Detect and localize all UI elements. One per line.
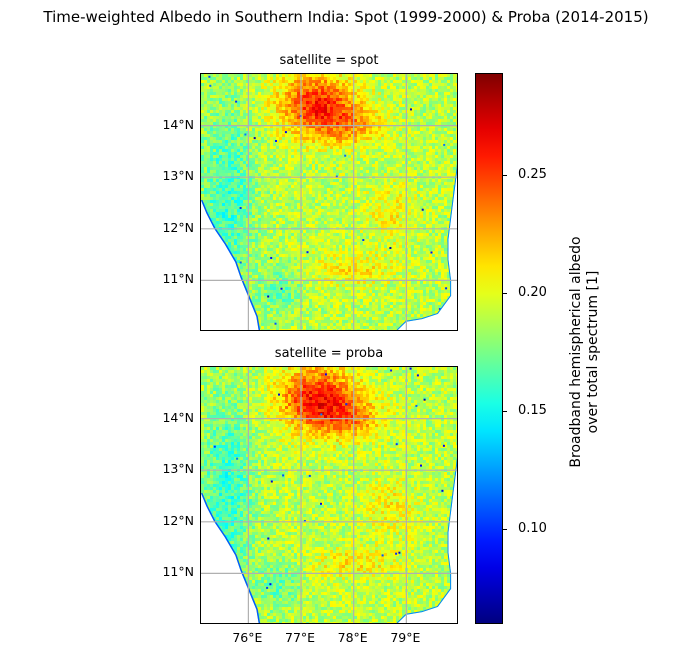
lat-tick-label: 11°N <box>162 564 194 580</box>
gridlines <box>201 367 457 623</box>
colorbar-tick-mark <box>503 529 507 531</box>
panel-title-spot: satellite = spot <box>279 53 379 68</box>
lon-tick-label: 77°E <box>285 630 316 645</box>
colorbar-tick-label: 0.25 <box>518 166 547 182</box>
albedo-raster <box>201 367 457 623</box>
colorbar-label: Broadband hemispherical albedo over tota… <box>568 202 602 502</box>
albedo-map-proba <box>201 367 457 623</box>
colorbar-label-line1: Broadband hemispherical albedo <box>568 236 584 468</box>
lat-tick-label: 13°N <box>162 461 194 477</box>
albedo-map-spot <box>201 74 457 330</box>
colorbar-tick-label: 0.20 <box>518 284 547 300</box>
lat-tick-label: 12°N <box>162 512 194 528</box>
lat-tick-label: 12°N <box>162 219 194 235</box>
lon-tick-label: 78°E <box>337 630 368 645</box>
colorbar <box>475 73 503 624</box>
lon-tick-label: 79°E <box>390 630 421 645</box>
colorbar-tick-mark <box>503 292 507 294</box>
map-panel-spot <box>200 73 458 331</box>
gridlines <box>201 74 457 330</box>
lat-tick-label: 13°N <box>162 168 194 184</box>
colorbar-tick-label: 0.15 <box>518 403 547 419</box>
colorbar-tick-label: 0.10 <box>518 521 547 537</box>
colorbar-tick-mark <box>503 174 507 176</box>
colorbar-tick-mark <box>503 411 507 413</box>
lat-tick-label: 14°N <box>162 116 194 132</box>
lon-tick-label: 76°E <box>232 630 263 645</box>
map-panel-proba <box>200 366 458 624</box>
lat-tick-label: 11°N <box>162 271 194 287</box>
colorbar-label-line2: over total spectrum [1] <box>585 270 601 434</box>
panel-title-proba: satellite = proba <box>274 346 384 361</box>
albedo-raster <box>201 74 457 330</box>
lat-tick-label: 14°N <box>162 409 194 425</box>
figure-title: Time-weighted Albedo in Southern India: … <box>43 8 649 26</box>
